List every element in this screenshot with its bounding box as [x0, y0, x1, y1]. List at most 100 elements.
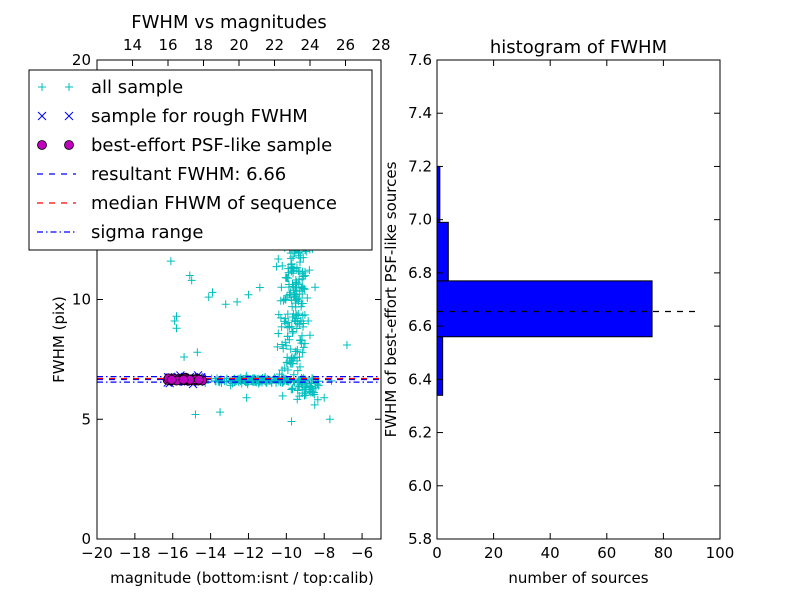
scatter-title: FWHM vs magnitudes — [131, 12, 326, 33]
all-sample-point — [305, 266, 314, 275]
all-sample-point — [286, 345, 295, 354]
all-sample-point — [286, 254, 295, 263]
all-sample-point — [170, 317, 179, 326]
all-sample-point — [208, 288, 217, 297]
all-sample-point — [284, 264, 293, 273]
all-sample-point — [278, 340, 287, 349]
all-sample-point — [242, 393, 251, 402]
y-tick-label: 7.4 — [408, 104, 432, 122]
all-sample-point — [204, 293, 213, 302]
all-sample-point — [298, 311, 307, 320]
legend-box — [28, 69, 373, 251]
all-sample-point — [293, 314, 302, 323]
legend-marker — [37, 111, 47, 121]
all-sample-point — [289, 266, 298, 275]
x-tick-label: 0 — [432, 544, 442, 562]
x-tick-label: −12 — [233, 544, 265, 562]
all-sample-point — [342, 341, 351, 350]
x-tick-label: −14 — [195, 544, 227, 562]
all-sample-point — [172, 312, 181, 321]
all-sample-point — [295, 352, 304, 361]
y-tick-label: 7.6 — [408, 51, 432, 69]
x-tick-label: 20 — [484, 544, 503, 562]
all-sample-point — [298, 331, 307, 340]
all-sample-point — [327, 376, 336, 385]
all-sample-point — [172, 324, 181, 333]
all-sample-point — [293, 345, 302, 354]
top-x-tick-label: 16 — [158, 36, 177, 54]
all-sample-point — [279, 344, 288, 353]
all-sample-point — [308, 388, 317, 397]
all-sample-point — [300, 310, 309, 319]
all-sample-point — [301, 385, 310, 394]
all-sample-point — [280, 295, 289, 304]
all-sample-point — [305, 383, 314, 392]
all-sample-point — [299, 284, 308, 293]
all-sample-point — [191, 410, 200, 419]
legend-label: all sample — [91, 77, 183, 98]
all-sample-point — [288, 359, 297, 368]
all-sample-point — [299, 343, 308, 352]
legend-marker — [64, 111, 74, 121]
all-sample-point — [298, 299, 307, 308]
all-sample-point — [293, 395, 302, 404]
all-sample-point — [222, 377, 231, 386]
all-sample-point — [278, 391, 287, 400]
all-sample-point — [295, 258, 304, 267]
x-tick-label: −16 — [157, 544, 189, 562]
all-sample-point — [273, 342, 282, 351]
all-sample-point — [287, 354, 296, 363]
legend-marker — [64, 140, 74, 150]
all-sample-point — [303, 379, 312, 388]
all-sample-point — [283, 323, 292, 332]
all-sample-point — [282, 358, 291, 367]
all-sample-point — [303, 293, 312, 302]
all-sample-point — [287, 259, 296, 268]
all-sample-point — [288, 384, 297, 393]
histogram-x-axis-label: number of sources — [508, 569, 648, 587]
all-sample-point — [287, 322, 296, 331]
all-sample-point — [211, 377, 220, 386]
psf-sample-point — [166, 374, 177, 385]
all-sample-point — [304, 316, 313, 325]
all-sample-point — [283, 376, 292, 385]
all-sample-point — [298, 389, 307, 398]
histogram-ticks: 0 20 40 60 80 100 5.8 6.0 6.2 6.4 6.6 6.8 7.0 7.2 7.4 7… — [408, 51, 734, 562]
all-sample-point — [278, 261, 287, 270]
x-tick-label: −20 — [81, 544, 113, 562]
x-tick-label: −8 — [313, 544, 335, 562]
all-sample-point — [187, 276, 196, 285]
histogram-title: histogram of FWHM — [490, 37, 667, 58]
all-sample-point — [279, 296, 288, 305]
all-sample-point — [294, 382, 303, 391]
y-tick-label: 6.4 — [408, 370, 432, 388]
scatter-ticks: −20 −18 −16 −14 −12 −10 −8 −6 0 5 10 14 16 18 20 22 24 26… — [72, 36, 391, 562]
all-sample-point — [166, 257, 175, 266]
all-sample-point — [244, 290, 253, 299]
all-sample-point — [289, 290, 298, 299]
legend-marker — [37, 140, 47, 150]
y-tick-label: 5.8 — [408, 530, 432, 548]
x-tick-label: 40 — [541, 544, 560, 562]
y-tick-label: 6.8 — [408, 264, 432, 282]
psf-sample-point — [178, 374, 189, 385]
all-sample-point — [313, 395, 322, 404]
top-axis-corner-label: 20 — [72, 51, 91, 69]
legend-marker — [65, 83, 73, 91]
top-x-tick-label: 18 — [194, 36, 213, 54]
histogram-bar — [436, 336, 444, 396]
top-x-tick-label: 28 — [371, 36, 390, 54]
all-sample-point — [300, 285, 309, 294]
psf-sample-point — [194, 374, 204, 385]
all-sample-point — [287, 417, 296, 426]
all-sample-point — [282, 273, 291, 282]
all-sample-point — [233, 297, 242, 306]
x-tick-label: 100 — [706, 544, 735, 562]
all-sample-point — [311, 283, 320, 292]
all-sample-point — [185, 271, 194, 280]
histogram-axes-frame — [436, 59, 721, 540]
all-sample-point — [216, 408, 225, 417]
all-sample-point — [289, 253, 298, 262]
all-sample-point — [274, 329, 283, 338]
all-sample-point — [294, 249, 303, 258]
